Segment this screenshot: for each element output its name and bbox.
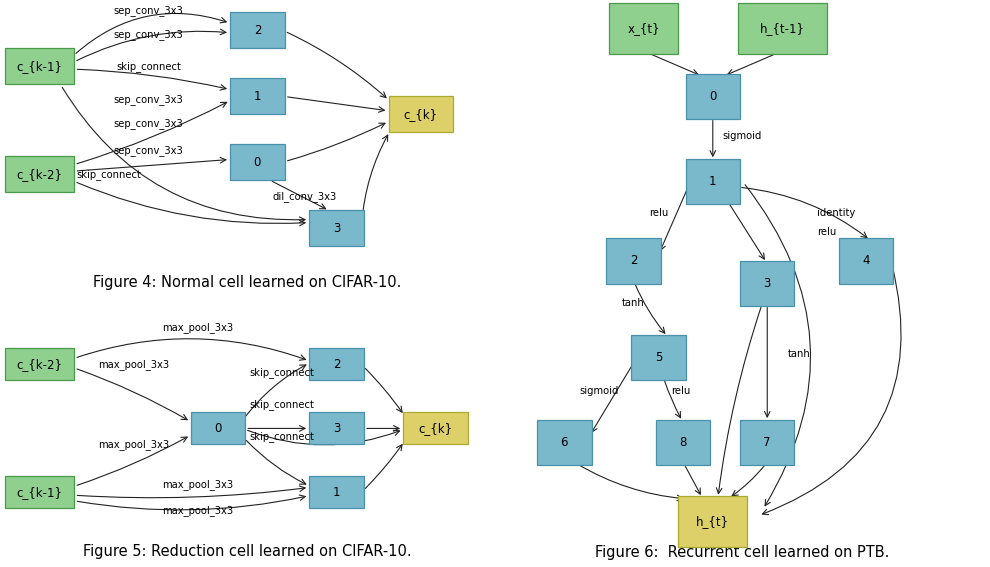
FancyBboxPatch shape: [609, 3, 678, 54]
Text: sigmoid: sigmoid: [723, 131, 762, 141]
FancyBboxPatch shape: [840, 238, 893, 284]
FancyBboxPatch shape: [388, 96, 453, 132]
Text: 1: 1: [333, 486, 341, 499]
FancyBboxPatch shape: [5, 476, 74, 509]
Text: c_{k-1}: c_{k-1}: [17, 486, 62, 499]
FancyBboxPatch shape: [685, 159, 740, 204]
Text: max_pool_3x3: max_pool_3x3: [162, 321, 234, 333]
Text: skip_connect: skip_connect: [249, 431, 315, 442]
Text: 4: 4: [862, 255, 870, 267]
Text: 2: 2: [333, 358, 341, 371]
FancyBboxPatch shape: [309, 210, 364, 247]
FancyBboxPatch shape: [685, 74, 740, 119]
Text: sep_conv_3x3: sep_conv_3x3: [114, 145, 183, 156]
Text: max_pool_3x3: max_pool_3x3: [98, 359, 169, 370]
Text: Figure 5: Reduction cell learned on CIFAR-10.: Figure 5: Reduction cell learned on CIFA…: [83, 544, 412, 558]
Text: 5: 5: [654, 351, 662, 363]
FancyBboxPatch shape: [655, 420, 711, 465]
Text: 0: 0: [214, 422, 222, 435]
FancyBboxPatch shape: [632, 335, 685, 380]
FancyBboxPatch shape: [230, 144, 285, 180]
Text: identity: identity: [818, 208, 855, 218]
FancyBboxPatch shape: [190, 412, 246, 445]
Text: 3: 3: [333, 422, 341, 435]
Text: c_{k}: c_{k}: [419, 422, 452, 435]
Text: sigmoid: sigmoid: [579, 386, 619, 396]
Text: Figure 6:  Recurrent cell learned on PTB.: Figure 6: Recurrent cell learned on PTB.: [595, 545, 890, 560]
FancyBboxPatch shape: [230, 78, 285, 114]
Text: skip_connect: skip_connect: [249, 399, 315, 410]
FancyBboxPatch shape: [5, 349, 74, 380]
Text: 0: 0: [253, 156, 261, 169]
Text: c_{k-2}: c_{k-2}: [17, 168, 62, 181]
Text: c_{k-2}: c_{k-2}: [17, 358, 62, 371]
Text: 0: 0: [709, 90, 717, 103]
FancyBboxPatch shape: [538, 420, 592, 465]
Text: max_pool_3x3: max_pool_3x3: [98, 439, 169, 450]
Text: 1: 1: [253, 90, 261, 103]
Text: relu: relu: [648, 208, 668, 218]
FancyBboxPatch shape: [738, 3, 827, 54]
FancyBboxPatch shape: [5, 48, 74, 84]
Text: sep_conv_3x3: sep_conv_3x3: [114, 5, 183, 16]
FancyBboxPatch shape: [309, 412, 364, 445]
Text: relu: relu: [671, 386, 690, 396]
FancyBboxPatch shape: [309, 349, 364, 380]
Text: Figure 4: Normal cell learned on CIFAR-10.: Figure 4: Normal cell learned on CIFAR-1…: [93, 275, 402, 290]
Text: 1: 1: [709, 175, 717, 188]
FancyBboxPatch shape: [678, 496, 747, 547]
Text: max_pool_3x3: max_pool_3x3: [162, 506, 234, 517]
FancyBboxPatch shape: [309, 476, 364, 509]
Text: sep_conv_3x3: sep_conv_3x3: [114, 29, 183, 40]
Text: c_{k}: c_{k}: [404, 108, 438, 121]
Text: 8: 8: [679, 436, 687, 448]
FancyBboxPatch shape: [606, 238, 661, 284]
Text: 3: 3: [333, 222, 341, 235]
Text: h_{t-1}: h_{t-1}: [759, 22, 805, 35]
Text: tanh: tanh: [623, 298, 644, 308]
FancyBboxPatch shape: [740, 261, 794, 306]
Text: skip_connect: skip_connect: [76, 169, 142, 180]
Text: 2: 2: [630, 255, 638, 267]
FancyBboxPatch shape: [230, 12, 285, 48]
Text: sep_conv_3x3: sep_conv_3x3: [114, 94, 183, 105]
FancyBboxPatch shape: [404, 412, 468, 445]
Text: 3: 3: [763, 277, 771, 290]
Text: skip_connect: skip_connect: [116, 61, 181, 71]
Text: skip_connect: skip_connect: [249, 367, 315, 378]
FancyBboxPatch shape: [740, 420, 794, 465]
Text: dil_conv_3x3: dil_conv_3x3: [272, 192, 337, 202]
Text: 6: 6: [560, 436, 568, 448]
Text: sep_conv_3x3: sep_conv_3x3: [114, 118, 183, 129]
Text: c_{k-1}: c_{k-1}: [17, 60, 62, 73]
Text: 2: 2: [253, 24, 261, 36]
Text: max_pool_3x3: max_pool_3x3: [162, 479, 234, 490]
Text: x_{t}: x_{t}: [628, 22, 659, 35]
Text: tanh: tanh: [788, 349, 811, 359]
Text: 7: 7: [763, 436, 771, 448]
Text: h_{t}: h_{t}: [696, 515, 730, 528]
FancyBboxPatch shape: [5, 156, 74, 192]
Text: relu: relu: [817, 227, 837, 238]
